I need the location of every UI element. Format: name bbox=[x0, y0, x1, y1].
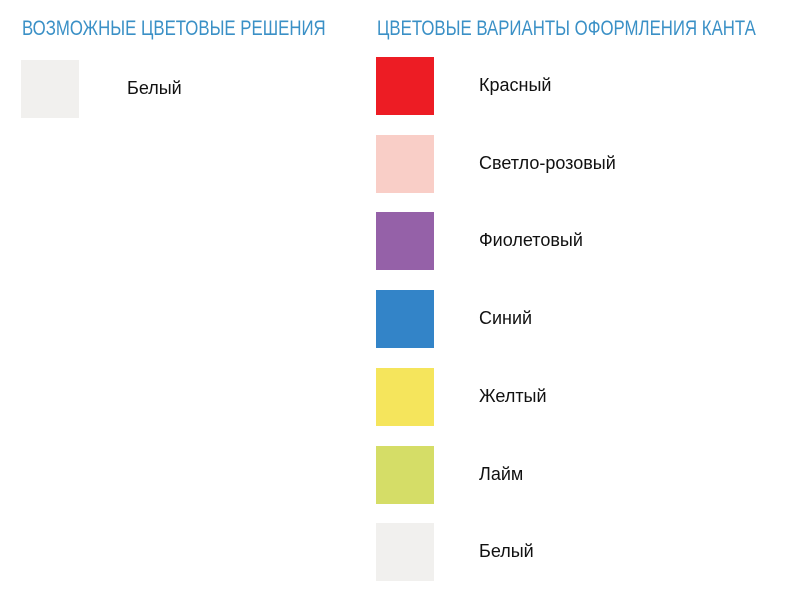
color-label: Белый bbox=[479, 541, 534, 562]
color-swatch bbox=[376, 290, 434, 349]
color-label: Желтый bbox=[479, 385, 547, 406]
color-swatch bbox=[376, 212, 434, 271]
color-swatch bbox=[376, 367, 434, 426]
left-heading: ВОЗМОЖНЫЕ ЦВЕТОВЫЕ РЕШЕНИЯ bbox=[22, 17, 326, 40]
color-swatch bbox=[21, 60, 79, 118]
color-swatch bbox=[376, 523, 434, 582]
right-heading: ЦВЕТОВЫЕ ВАРИАНТЫ ОФОРМЛЕНИЯ КАНТА bbox=[377, 17, 756, 40]
color-label: Красный bbox=[479, 75, 552, 95]
color-label: Белый bbox=[127, 78, 182, 98]
color-label: Лайм bbox=[479, 463, 524, 484]
color-swatch bbox=[376, 134, 434, 193]
color-label: Синий bbox=[479, 308, 533, 329]
color-swatch bbox=[376, 57, 434, 115]
color-label: Фиолетовый bbox=[479, 230, 583, 251]
color-label: Светло-розовый bbox=[479, 152, 616, 173]
color-swatch bbox=[376, 445, 434, 504]
